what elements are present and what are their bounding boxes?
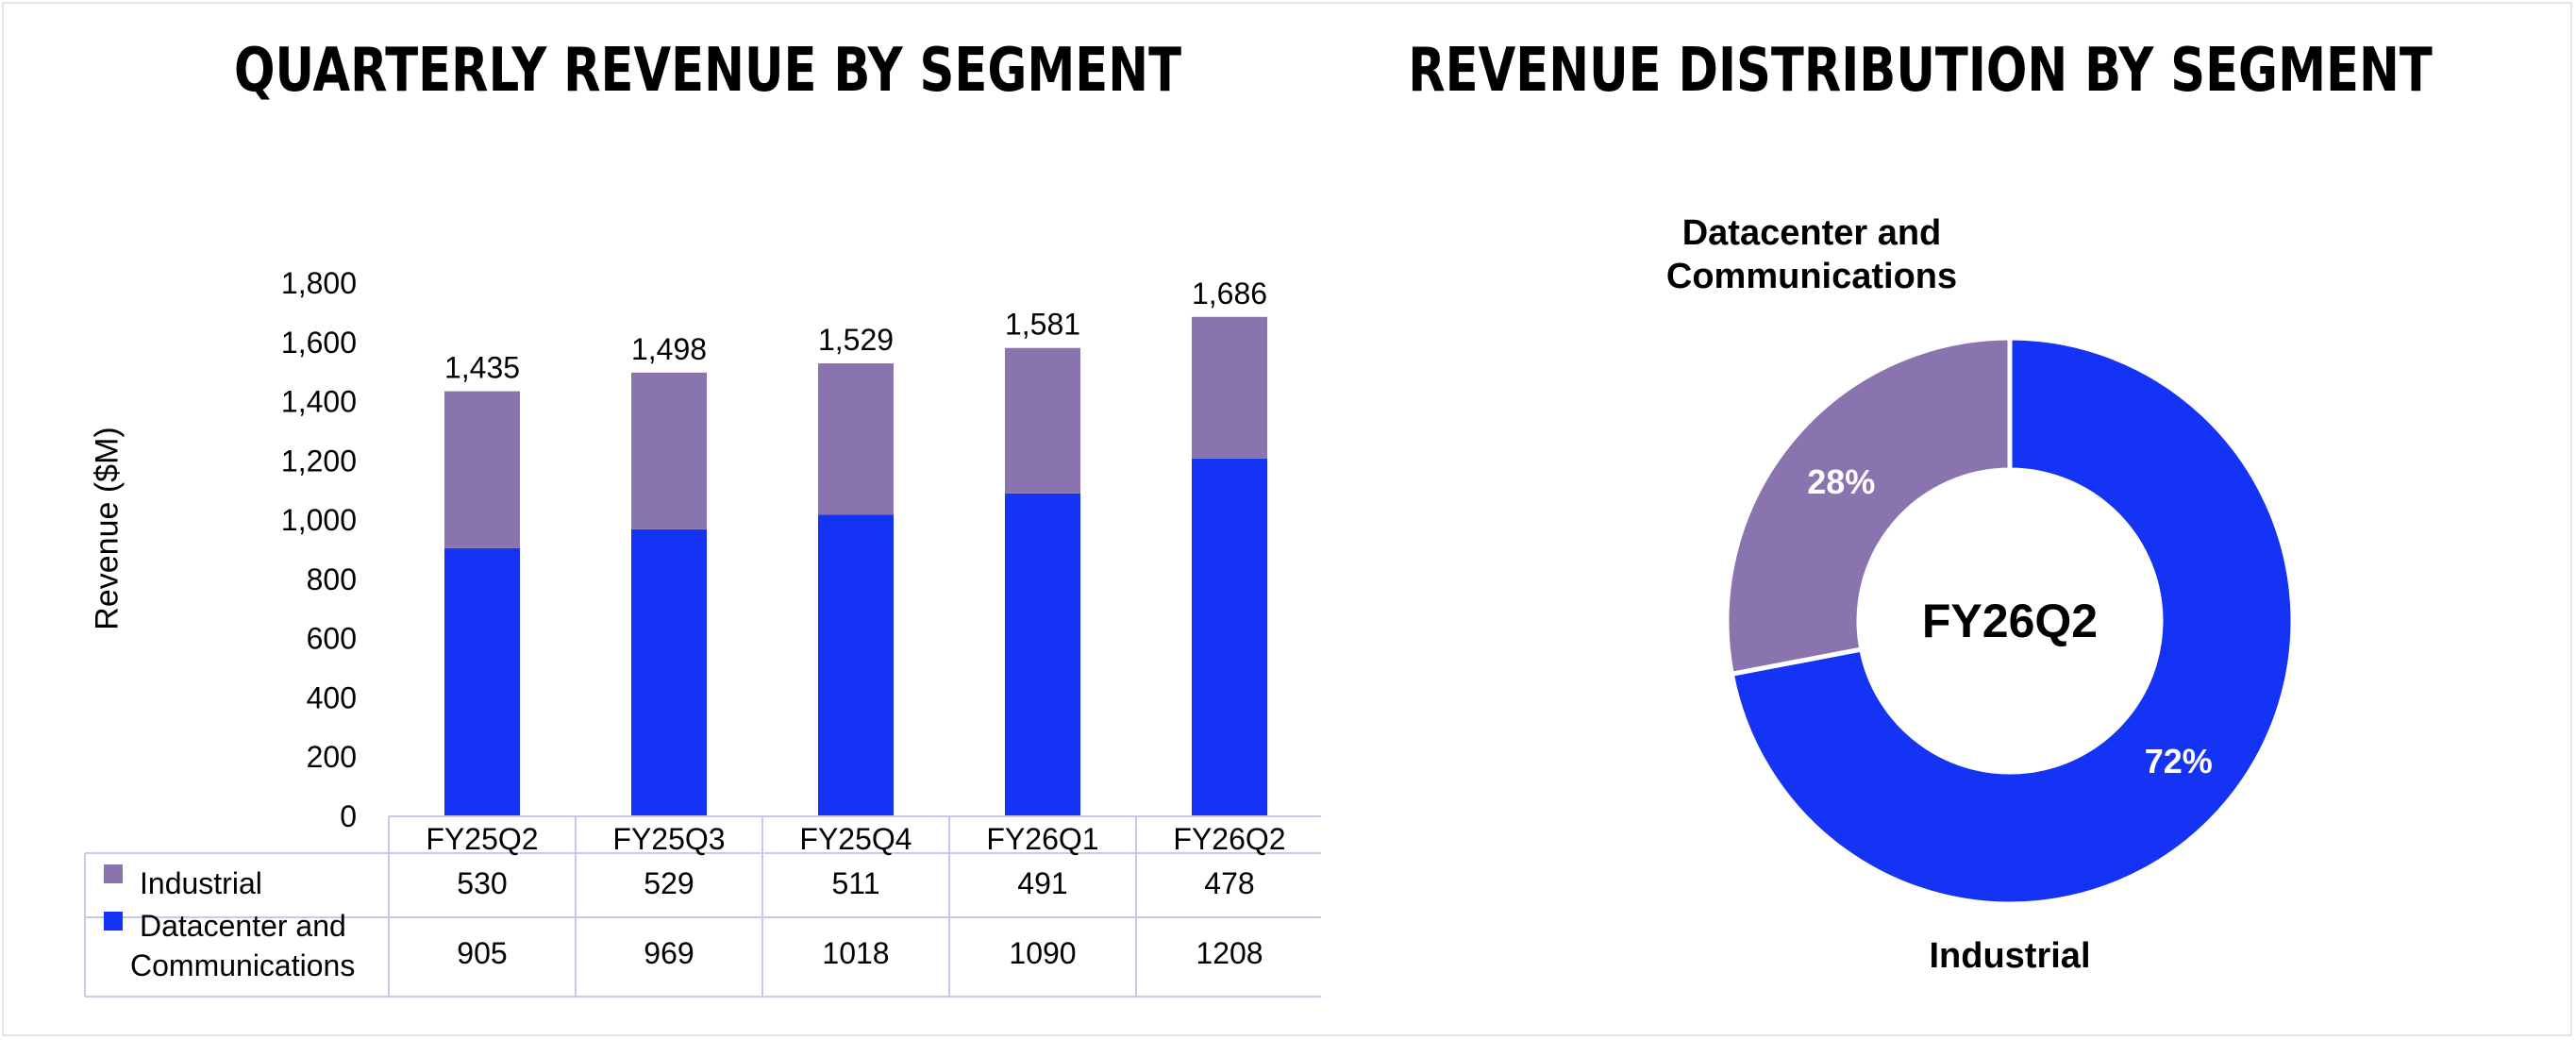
bar-segment (1005, 347, 1080, 494)
bar-segment (444, 547, 520, 816)
y-tick-label: 1,800 (281, 266, 357, 300)
donut-slice-label: 28% (1807, 462, 1875, 501)
y-tick-label: 800 (307, 562, 357, 596)
bar-segment (1005, 493, 1080, 816)
donut-slice (1724, 335, 2013, 678)
y-tick-label: 1,400 (281, 385, 357, 419)
bar-total-label: 1,686 (1192, 277, 1267, 310)
table-cell-value: 969 (644, 936, 694, 970)
table-cell-value: 478 (1204, 866, 1254, 900)
x-category-label: FY25Q2 (426, 822, 538, 856)
donut-slice (1729, 335, 2296, 907)
x-category-label: FY25Q4 (799, 822, 912, 856)
legend-label: Datacenter and (140, 909, 346, 943)
legend-swatch (104, 864, 123, 883)
table-cell-value: 1208 (1196, 936, 1263, 970)
bar-total-label: 1,581 (1005, 308, 1080, 342)
bar-total-label: 1,435 (444, 351, 520, 385)
bar-segment (1192, 458, 1267, 816)
x-category-label: FY26Q1 (986, 822, 1098, 856)
y-tick-label: 600 (307, 622, 357, 656)
bar-segment (631, 528, 707, 816)
bar-segment (1192, 316, 1267, 459)
bar-total-label: 1,498 (631, 332, 707, 366)
y-tick-label: 400 (307, 680, 357, 714)
bar-chart-title: QUARTERLY REVENUE BY SEGMENT (233, 36, 1182, 106)
donut-center-label: FY26Q2 (1921, 595, 2099, 647)
bar-segment (631, 372, 707, 529)
legend-label: Communications (130, 948, 355, 982)
table-cell-value: 529 (644, 866, 694, 900)
y-tick-label: 0 (340, 799, 357, 833)
legend-label: Industrial (140, 866, 262, 900)
donut-slice-label: 72% (2145, 742, 2213, 780)
donut-outer-label-industrial: Industrial (1868, 934, 2151, 978)
table-cell-value: 1090 (1009, 936, 1076, 970)
x-category-label: FY26Q2 (1173, 822, 1285, 856)
bar-segment (818, 514, 894, 816)
table-cell-value: 1018 (822, 936, 889, 970)
table-cell-value: 511 (831, 866, 879, 900)
bar-chart: 0 200 400 600 800 1,000 1,200 1,400 1,600 1,800 1,… (84, 266, 1321, 998)
y-tick-label: 1,000 (281, 503, 357, 537)
y-tick-label: 1,200 (281, 444, 357, 478)
y-tick-label: 200 (307, 740, 357, 774)
legend-swatch (104, 912, 123, 931)
table-cell-value: 530 (457, 866, 507, 900)
donut-outer-label-line: Datacenter and (1681, 213, 1942, 253)
donut-outer-label-line: Industrial (1929, 936, 2091, 976)
table-cell-value: 491 (1017, 866, 1067, 900)
y-tick-label: 1,600 (281, 326, 357, 360)
x-category-label: FY25Q3 (612, 822, 725, 856)
bar-segment (444, 391, 520, 548)
table-cell-value: 905 (457, 936, 507, 970)
bar-total-label: 1,529 (818, 323, 894, 357)
bar-segment (818, 363, 894, 515)
donut-outer-label-datacenter: Datacenter and Communications (1614, 211, 2010, 298)
donut-chart-title: REVENUE DISTRIBUTION BY SEGMENT (1408, 36, 2433, 106)
donut-outer-label-line: Communications (1665, 257, 1958, 296)
